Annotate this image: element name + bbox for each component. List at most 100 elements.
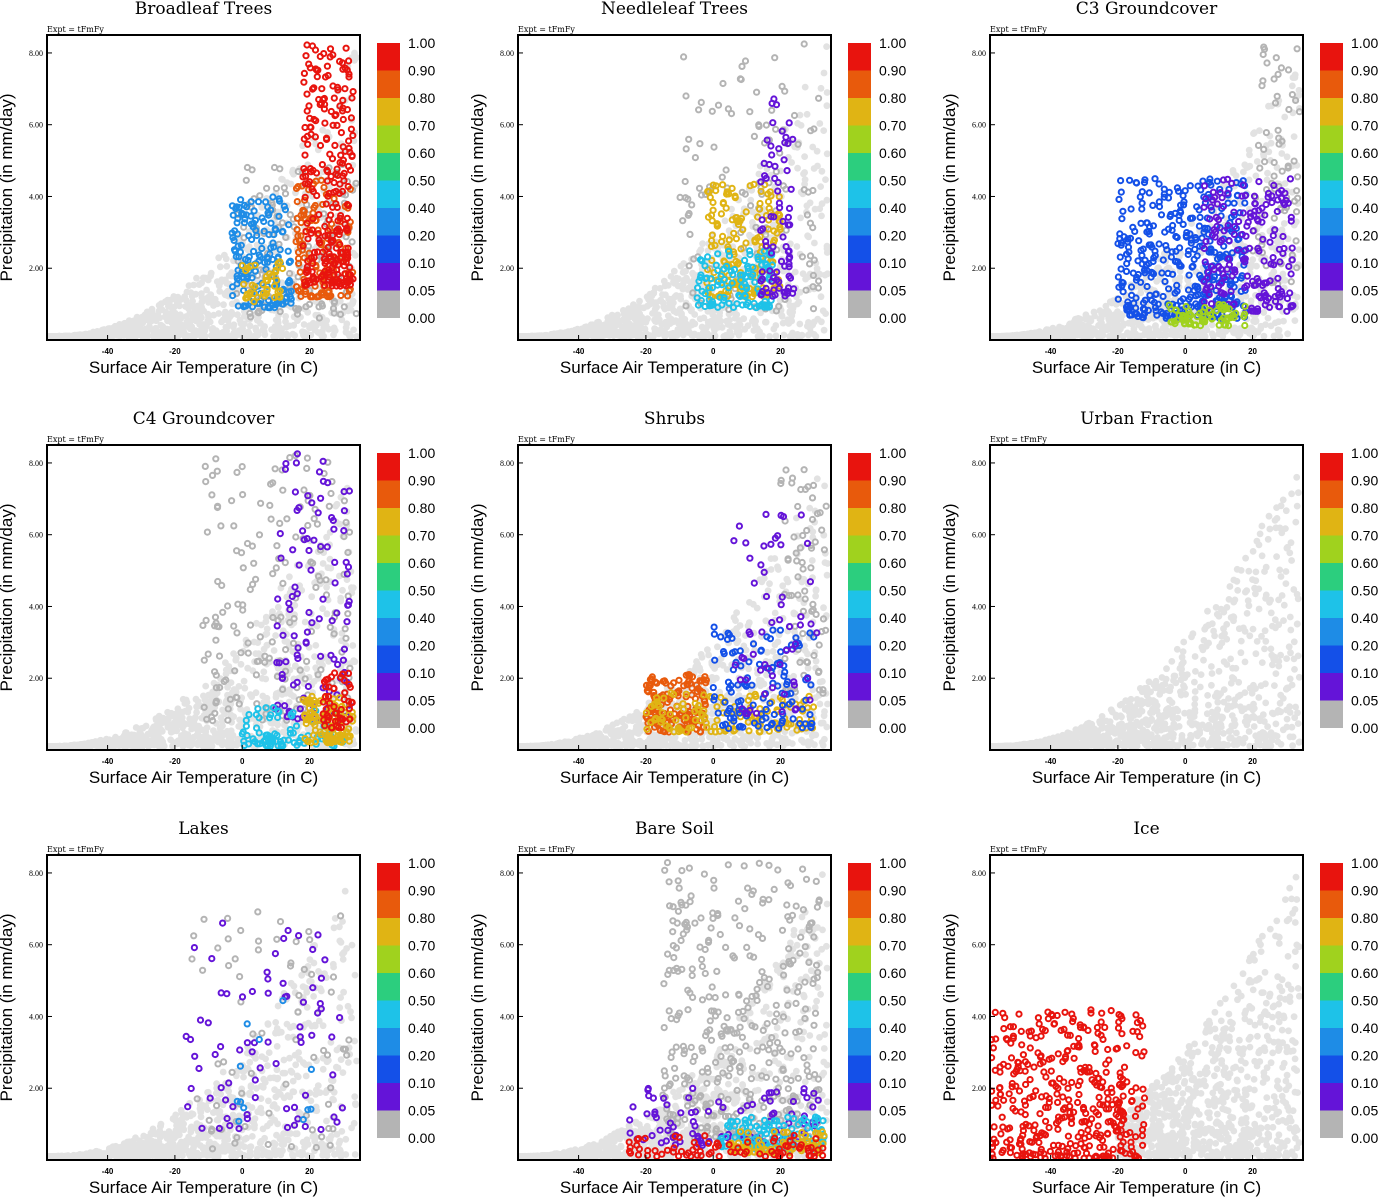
data-point	[704, 187, 712, 195]
data-point	[755, 332, 763, 340]
data-point	[1287, 278, 1295, 286]
colorbar-swatch	[1320, 208, 1343, 236]
data-point	[79, 332, 87, 340]
data-point	[1231, 324, 1239, 332]
data-point	[1172, 306, 1180, 314]
data-point	[676, 305, 684, 313]
colorbar-swatch	[1320, 70, 1343, 98]
data-point	[779, 233, 787, 241]
data-point	[314, 230, 323, 238]
data-point	[250, 298, 258, 306]
data-point	[1185, 310, 1194, 318]
data-point	[768, 261, 776, 269]
data-point	[716, 293, 724, 301]
data-point	[234, 311, 241, 319]
data-point	[182, 313, 190, 320]
data-point	[741, 292, 749, 300]
data-point	[770, 286, 778, 294]
data-point	[344, 244, 352, 252]
data-point	[690, 255, 698, 263]
data-point	[627, 322, 634, 329]
data-point	[747, 202, 755, 210]
data-point	[321, 73, 330, 81]
data-point	[1123, 306, 1131, 314]
data-point	[1241, 199, 1249, 207]
data-point	[679, 269, 687, 276]
data-point	[205, 296, 213, 303]
data-point	[242, 211, 250, 219]
data-point	[301, 151, 309, 159]
data-point	[1220, 290, 1228, 298]
data-point	[748, 208, 756, 216]
data-point	[1233, 246, 1242, 254]
data-point	[286, 322, 293, 330]
data-point	[1271, 226, 1279, 234]
data-point	[320, 183, 328, 191]
data-point	[797, 214, 804, 222]
data-point	[1264, 314, 1272, 322]
data-point	[1118, 215, 1126, 223]
data-point	[229, 211, 237, 219]
colorbar-label: 0.10	[408, 255, 435, 271]
colorbar-label: 0.60	[408, 145, 435, 161]
data-point	[1199, 308, 1207, 316]
data-point	[820, 69, 828, 77]
data-point	[346, 263, 354, 272]
data-point	[294, 232, 302, 240]
data-point	[1291, 197, 1299, 205]
colorbar-label: 0.70	[879, 118, 906, 134]
data-point	[742, 208, 750, 216]
data-point	[1152, 322, 1159, 329]
y-tick-label: 4.00	[29, 192, 43, 201]
data-point	[184, 332, 192, 340]
data-point	[234, 302, 242, 310]
data-point	[772, 307, 781, 315]
data-point	[327, 237, 335, 245]
colorbar-swatch	[848, 208, 871, 236]
data-point	[1169, 270, 1177, 278]
data-point	[222, 255, 230, 263]
y-tick-label: 8.00	[500, 49, 514, 58]
data-point	[725, 299, 733, 307]
data-point	[1292, 237, 1300, 245]
data-point	[1257, 325, 1264, 332]
data-point	[627, 328, 635, 335]
data-point	[280, 202, 288, 210]
data-point	[1097, 332, 1105, 340]
x-tick-label: -40	[102, 347, 114, 356]
data-point	[1020, 330, 1028, 338]
data-point	[750, 132, 759, 140]
scatter-points	[47, 450, 360, 750]
data-point	[236, 316, 244, 324]
data-point	[323, 166, 331, 174]
data-point	[781, 87, 789, 95]
data-point	[312, 169, 321, 177]
data-point	[1254, 277, 1263, 286]
data-point	[766, 267, 774, 275]
data-point	[776, 211, 784, 219]
data-point	[525, 333, 533, 340]
data-point	[220, 301, 227, 309]
data-point	[341, 85, 349, 93]
data-point	[694, 301, 703, 309]
data-point	[1209, 188, 1218, 196]
data-point	[1271, 319, 1279, 327]
data-point	[352, 310, 360, 318]
data-point	[317, 99, 325, 107]
data-point	[779, 217, 787, 225]
data-point	[264, 209, 272, 217]
data-point	[778, 313, 786, 320]
data-point	[1243, 222, 1251, 230]
data-point	[1268, 271, 1276, 279]
data-point	[308, 226, 316, 234]
data-point	[330, 94, 338, 102]
data-point	[823, 196, 831, 204]
data-point	[1231, 309, 1240, 317]
data-point	[324, 243, 332, 251]
data-point	[1277, 64, 1286, 72]
data-point	[1259, 77, 1267, 85]
data-point	[1254, 141, 1263, 149]
data-point	[1087, 329, 1094, 337]
data-point	[823, 89, 831, 96]
data-point	[219, 329, 227, 336]
